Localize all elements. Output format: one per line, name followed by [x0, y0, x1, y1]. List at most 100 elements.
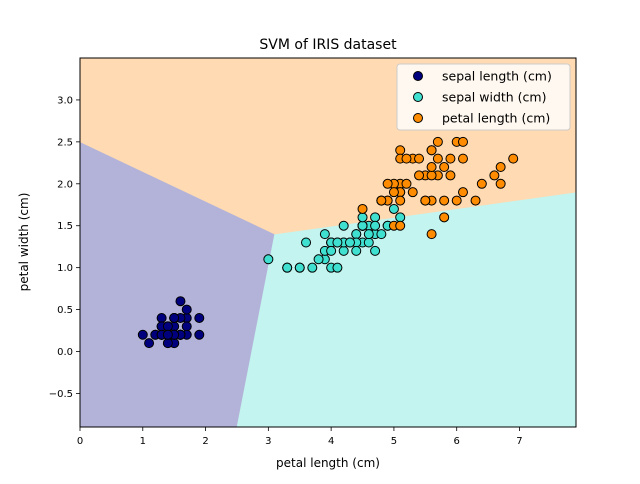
- y-axis-label: petal width (cm): [17, 193, 31, 292]
- x-tick-label: 2: [202, 436, 208, 447]
- data-point: [263, 254, 274, 265]
- data-point: [351, 245, 362, 256]
- data-point: [156, 312, 167, 323]
- legend-label: sepal length (cm): [442, 69, 552, 84]
- data-point: [432, 136, 443, 147]
- y-tick-label: −0.5: [49, 389, 73, 400]
- legend-label: sepal width (cm): [442, 90, 546, 105]
- y-tick-label: 3.0: [57, 95, 73, 106]
- data-point: [313, 254, 324, 265]
- data-point: [445, 153, 456, 164]
- data-point: [332, 262, 343, 273]
- data-point: [395, 195, 406, 206]
- x-tick-label: 5: [391, 436, 397, 447]
- data-point: [426, 229, 437, 240]
- data-point: [169, 312, 180, 323]
- data-point: [357, 203, 368, 214]
- x-tick-label: 1: [140, 436, 146, 447]
- x-tick-label: 3: [265, 436, 271, 447]
- data-point: [451, 195, 462, 206]
- data-point: [370, 220, 381, 231]
- data-point: [439, 162, 450, 173]
- x-axis-ticks: 0 1 2 3 4 5 6 7: [77, 427, 523, 447]
- y-tick-label: 2.5: [57, 137, 73, 148]
- data-point: [489, 170, 500, 181]
- data-point: [426, 162, 437, 173]
- legend: sepal length (cm) sepal width (cm) petal l…: [396, 63, 571, 131]
- y-tick-label: 2.0: [57, 179, 73, 190]
- y-tick-label: 0.0: [57, 347, 73, 358]
- data-point: [376, 229, 387, 240]
- data-point: [162, 321, 173, 332]
- data-point: [351, 229, 362, 240]
- data-point: [326, 245, 337, 256]
- data-point: [382, 178, 393, 189]
- legend-box: [396, 63, 571, 131]
- data-point: [470, 195, 481, 206]
- data-point: [407, 187, 418, 198]
- data-point: [370, 245, 381, 256]
- data-point: [376, 195, 387, 206]
- data-point: [144, 338, 155, 349]
- data-point: [181, 304, 192, 315]
- data-point: [401, 178, 412, 189]
- data-point: [508, 153, 519, 164]
- data-point: [420, 195, 431, 206]
- data-point: [432, 153, 443, 164]
- plot-frame: [79, 57, 577, 428]
- data-point: [495, 162, 506, 173]
- data-point: [194, 329, 205, 340]
- x-tick-label: 7: [516, 436, 522, 447]
- scatter-points: [137, 136, 519, 349]
- data-point: [344, 237, 355, 248]
- data-point: [162, 329, 173, 340]
- x-tick-label: 0: [77, 436, 83, 447]
- legend-marker: [413, 113, 423, 123]
- legend-marker: [413, 92, 423, 102]
- data-point: [395, 220, 406, 231]
- y-tick-label: 1.0: [57, 263, 73, 274]
- data-point: [357, 220, 368, 231]
- data-point: [426, 145, 437, 156]
- data-point: [439, 212, 450, 223]
- data-point: [282, 262, 293, 273]
- x-axis-label: petal length (cm): [276, 456, 380, 470]
- data-point: [370, 212, 381, 223]
- chart-title: SVM of IRIS dataset: [259, 37, 397, 53]
- data-point: [388, 187, 399, 198]
- y-axis-ticks: −0.5 0.0 0.5 1.0 1.5 2.0 2.5 3.0: [49, 95, 80, 400]
- data-point: [439, 195, 450, 206]
- x-tick-label: 4: [328, 436, 334, 447]
- data-point: [338, 220, 349, 231]
- data-point: [137, 329, 148, 340]
- data-point: [414, 153, 425, 164]
- legend-marker: [413, 71, 423, 81]
- data-point: [294, 262, 305, 273]
- y-tick-label: 1.5: [57, 221, 73, 232]
- data-point: [181, 321, 192, 332]
- data-point: [307, 262, 318, 273]
- data-point: [175, 296, 186, 307]
- data-point: [457, 136, 468, 147]
- data-point: [457, 153, 468, 164]
- data-point: [301, 237, 312, 248]
- data-point: [476, 178, 487, 189]
- data-point: [395, 212, 406, 223]
- data-point: [445, 170, 456, 181]
- data-point: [338, 245, 349, 256]
- data-point: [401, 153, 412, 164]
- y-tick-label: 0.5: [57, 305, 73, 316]
- data-point: [162, 338, 173, 349]
- data-point: [426, 170, 437, 181]
- data-point: [395, 145, 406, 156]
- x-tick-label: 6: [454, 436, 460, 447]
- legend-label: petal length (cm): [442, 111, 550, 126]
- data-point: [332, 237, 343, 248]
- data-point: [388, 203, 399, 214]
- data-point: [457, 187, 468, 198]
- data-point: [414, 170, 425, 181]
- data-point: [194, 312, 205, 323]
- data-point: [495, 178, 506, 189]
